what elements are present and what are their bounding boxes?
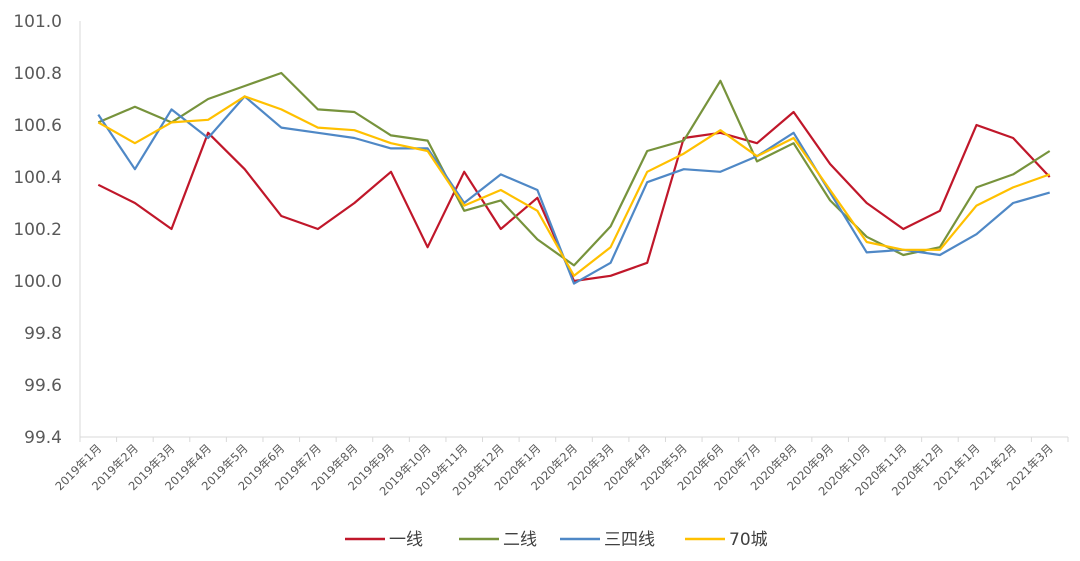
y-tick-label: 100.4 [13, 168, 62, 188]
legend-label: 二线 [503, 530, 537, 550]
y-tick-label: 100.0 [13, 272, 62, 292]
y-tick-label: 101.0 [13, 12, 62, 32]
y-tick-label: 99.8 [24, 324, 62, 344]
y-tick-label: 99.4 [24, 428, 62, 448]
x-axis-tick-labels: 2019年1月2019年2月2019年3月2019年4月2019年5月2019年… [52, 441, 1055, 498]
series-line-3 [97, 95, 1051, 277]
y-tick-label: 99.6 [24, 376, 62, 396]
y-tick-label: 100.8 [13, 64, 62, 84]
series-line-2 [97, 95, 1051, 285]
y-tick-label: 100.6 [13, 116, 62, 136]
series-line-0 [97, 110, 1051, 283]
y-tick-label: 100.2 [13, 220, 62, 240]
series-line-1 [97, 71, 1051, 267]
legend: 一线 二线 三四线 70城 [345, 530, 768, 550]
legend-label: 70城 [729, 530, 768, 550]
axes [79, 21, 1069, 442]
legend-label: 三四线 [604, 530, 655, 550]
legend-label: 一线 [389, 530, 423, 550]
y-axis-tick-labels: 101.0 100.8 100.6 100.4 100.2 100.0 99.8 99.6 99… [13, 12, 62, 448]
series-lines [97, 71, 1051, 285]
